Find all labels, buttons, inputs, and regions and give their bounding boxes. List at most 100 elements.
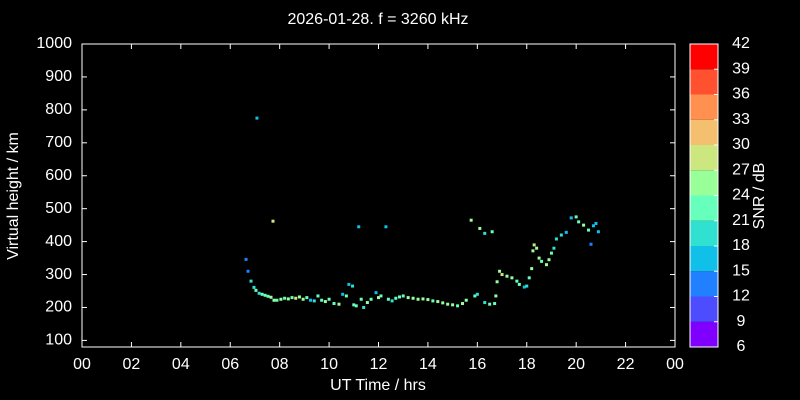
y-tick-label: 200 <box>45 299 72 316</box>
data-point <box>344 294 348 298</box>
colorbar-tick-label: 33 <box>732 111 750 128</box>
colorbar-bin <box>690 145 718 171</box>
data-point <box>421 297 425 301</box>
colorbar-tick-label: 21 <box>732 212 750 229</box>
colorbar-bin <box>690 94 718 120</box>
data-point <box>431 299 435 303</box>
data-point <box>532 243 536 247</box>
data-point <box>456 304 460 308</box>
y-tick-label: 1000 <box>36 35 72 52</box>
data-point <box>254 288 258 292</box>
y-tick-label: 600 <box>45 167 72 184</box>
data-point <box>530 267 534 271</box>
data-point <box>582 223 586 227</box>
data-point <box>260 292 264 296</box>
data-point <box>552 246 556 250</box>
data-point <box>436 300 440 304</box>
data-point <box>386 297 390 301</box>
data-point <box>488 302 492 306</box>
data-point <box>577 220 581 224</box>
data-point <box>473 294 477 298</box>
data-point <box>531 249 535 253</box>
colorbar-tick-label: 24 <box>732 187 750 204</box>
data-point <box>279 297 283 301</box>
data-point <box>483 231 487 235</box>
data-point <box>446 302 450 306</box>
data-point <box>505 274 509 278</box>
data-point <box>475 292 479 296</box>
data-point <box>305 296 309 300</box>
data-point <box>257 291 261 295</box>
chart-title: 2026-01-28. f = 3260 kHz <box>287 11 468 28</box>
data-point <box>411 296 415 300</box>
data-point <box>416 297 420 301</box>
colorbar-bin <box>690 220 718 246</box>
data-point <box>594 221 598 225</box>
x-tick-label: 14 <box>419 356 437 373</box>
data-point <box>301 297 305 301</box>
data-point <box>517 282 521 286</box>
data-point <box>498 269 502 273</box>
colorbar-bin <box>690 195 718 221</box>
data-point <box>347 282 351 286</box>
data-point <box>320 298 324 302</box>
data-point <box>362 305 366 309</box>
data-point <box>569 216 573 220</box>
data-point <box>332 302 336 306</box>
data-point <box>309 298 313 302</box>
colorbar-bin <box>690 296 718 322</box>
y-tick-label: 300 <box>45 266 72 283</box>
data-point <box>327 297 331 301</box>
colorbar-label: SNR / dB <box>751 163 768 230</box>
data-point <box>591 224 595 228</box>
data-point <box>589 242 593 246</box>
data-point <box>255 116 259 120</box>
data-point <box>374 291 378 295</box>
data-point <box>525 284 529 288</box>
data-point <box>286 297 290 301</box>
data-point <box>359 297 363 301</box>
data-point <box>535 246 539 250</box>
data-point <box>495 280 499 284</box>
y-tick-label: 100 <box>45 332 72 349</box>
data-point <box>494 294 498 298</box>
data-point <box>564 230 568 234</box>
data-point <box>263 293 267 297</box>
colorbar-bin <box>690 69 718 95</box>
data-point <box>540 259 544 263</box>
x-tick-label: 08 <box>271 356 289 373</box>
colorbar-bin <box>690 119 718 145</box>
data-point <box>547 258 551 262</box>
data-point <box>365 301 369 305</box>
x-axis-label: UT Time / hrs <box>330 377 426 394</box>
y-tick-label: 800 <box>45 101 72 118</box>
data-point <box>406 296 410 300</box>
data-point <box>269 295 273 299</box>
colorbar-tick-label: 30 <box>732 136 750 153</box>
data-point <box>596 230 600 234</box>
data-point <box>574 215 578 219</box>
x-tick-label: 02 <box>123 356 141 373</box>
x-tick-label: 06 <box>221 356 239 373</box>
data-point <box>469 218 473 222</box>
data-point <box>275 298 279 302</box>
data-point <box>451 303 455 307</box>
data-point <box>441 301 445 305</box>
data-point <box>587 228 591 232</box>
x-tick-label: 12 <box>370 356 388 373</box>
data-point <box>297 295 301 299</box>
data-point <box>283 296 287 300</box>
x-tick-label: 18 <box>518 356 536 373</box>
colorbar-bin <box>690 321 718 347</box>
data-point <box>266 294 270 298</box>
data-point <box>294 296 298 300</box>
colorbar-bin <box>690 44 718 70</box>
data-point <box>493 302 497 306</box>
data-point <box>554 237 558 241</box>
y-tick-label: 500 <box>45 200 72 217</box>
colorbar-tick-label: 9 <box>737 313 746 330</box>
y-tick-label: 900 <box>45 68 72 85</box>
colorbar-tick-label: 18 <box>732 237 750 254</box>
